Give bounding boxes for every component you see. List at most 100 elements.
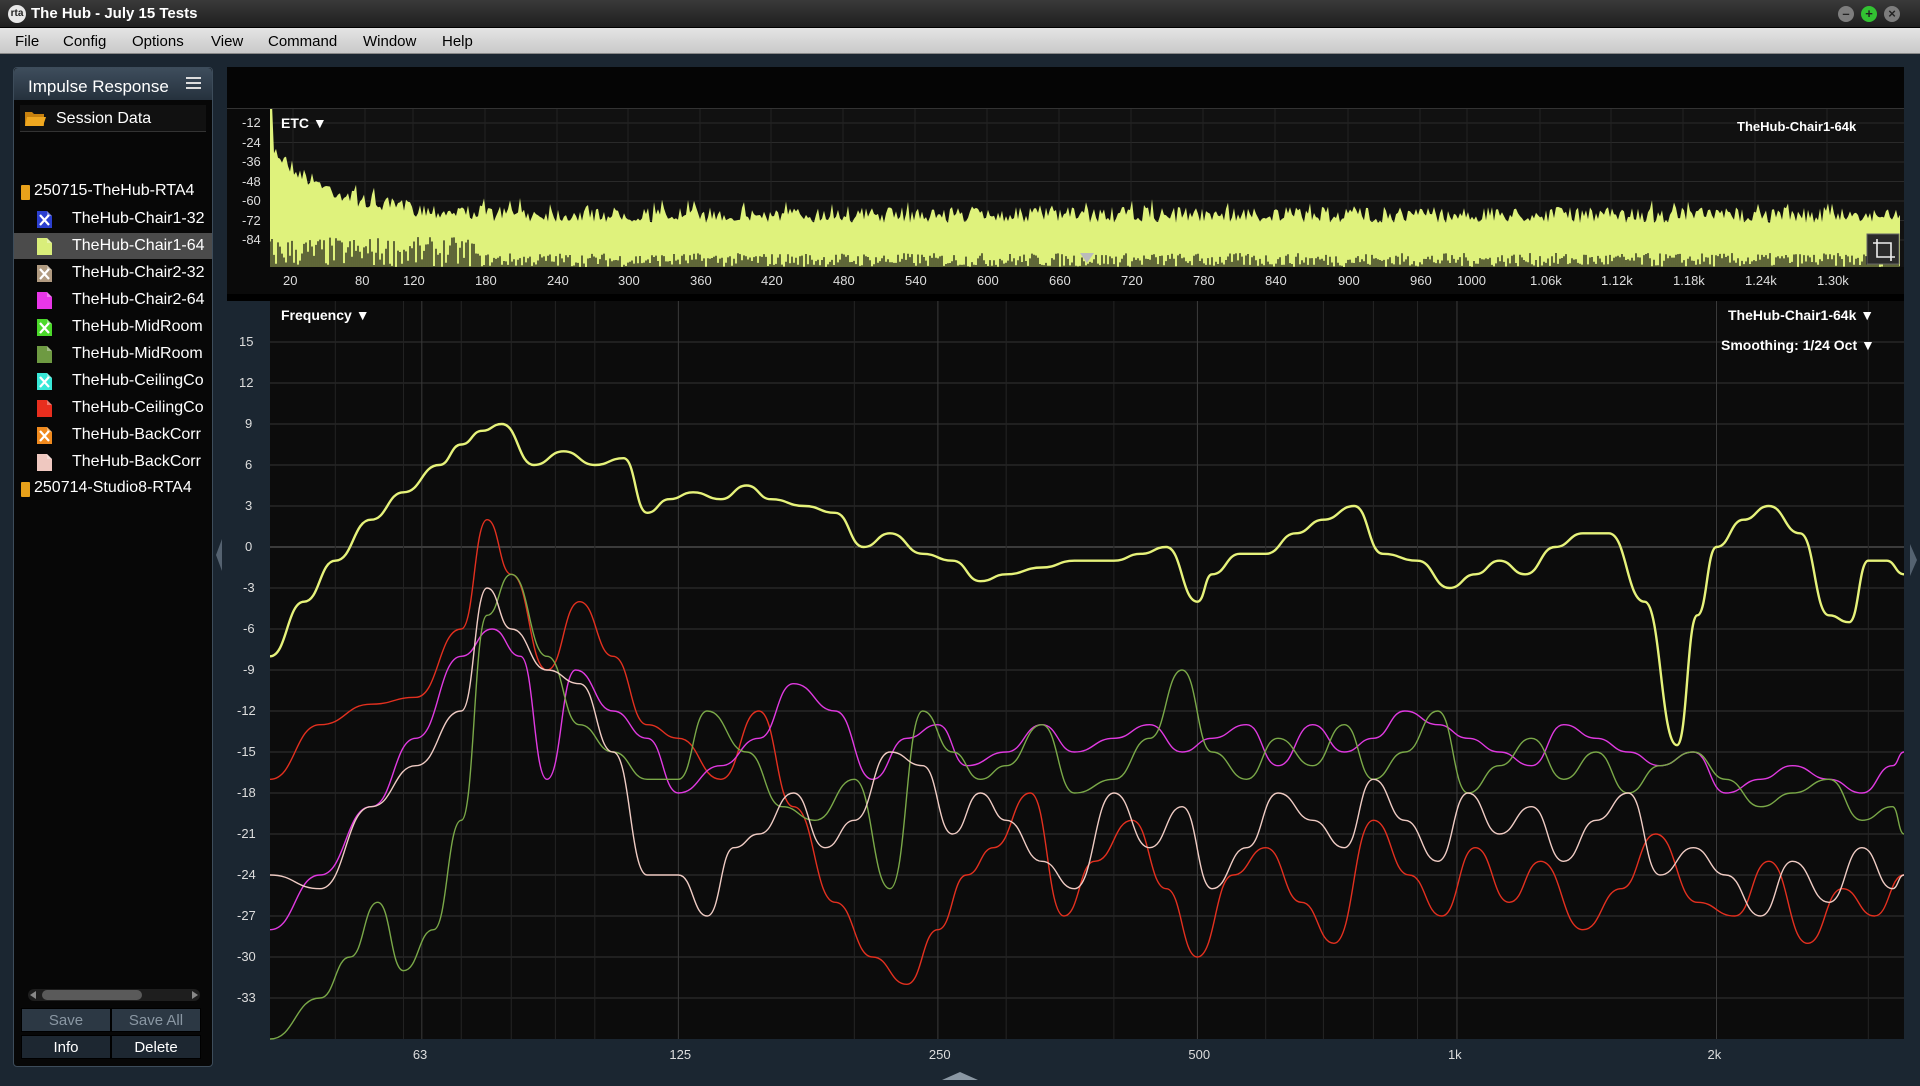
menu-help[interactable]: Help [442,33,473,50]
frequency-y-tick: -27 [237,908,256,923]
measurement-file-icon[interactable] [36,237,53,256]
measurement-item[interactable]: TheHub-BackCorr [14,422,212,448]
frequency-y-tick: 15 [239,334,254,349]
panel-menu-icon[interactable] [186,77,201,90]
etc-x-tick: 1.06k [1530,273,1562,288]
folder-label: 250715-TheHub-RTA4 [34,182,195,199]
folder-open-icon [25,112,46,126]
minimize-button[interactable]: – [1838,6,1854,22]
smoothing-dropdown[interactable]: Smoothing: 1/24 Oct ▼ [1721,337,1875,353]
frequency-y-tick: -30 [237,949,256,964]
etc-mode-dropdown[interactable]: ETC ▼ [281,115,327,131]
frequency-y-tick: 12 [239,375,254,390]
session-folder[interactable]: 250714-Studio8-RTA4 [14,475,212,501]
measurement-label: TheHub-MidRoom [72,318,203,335]
menu-config[interactable]: Config [63,33,107,50]
etc-x-tick: 600 [977,273,999,288]
measurement-excluded-icon[interactable] [36,318,53,337]
maximize-button[interactable]: + [1861,6,1877,22]
frequency-y-tick: -18 [237,785,256,800]
menu-file[interactable]: File [15,33,40,50]
frequency-y-tick: -6 [243,621,255,636]
measurement-item[interactable]: TheHub-CeilingCo [14,368,212,394]
frequency-y-tick: 0 [245,539,253,554]
measurement-label: TheHub-BackCorr [72,453,201,470]
measurement-item[interactable]: TheHub-MidRoom [14,341,212,367]
frequency-y-tick: -21 [237,826,256,841]
measurement-file-icon[interactable] [36,345,53,364]
measurement-item[interactable]: TheHub-BackCorr [14,449,212,475]
session-folder[interactable]: 250715-TheHub-RTA4 [14,178,212,204]
frequency-plot[interactable] [227,301,1904,1067]
measurement-label: TheHub-Chair1-64 [72,237,205,254]
measurement-item[interactable]: TheHub-Chair2-64 [14,287,212,313]
measurement-excluded-icon[interactable] [36,210,53,229]
etc-x-tick: 960 [1410,273,1432,288]
measurement-label: TheHub-Chair2-64 [72,291,205,308]
session-data-row[interactable] [20,105,206,132]
etc-x-tick: 240 [547,273,569,288]
etc-y-tick: -24 [242,134,261,150]
frequency-x-tick: 250 [928,1047,951,1062]
series-line-thehub-backcorr [269,587,1904,917]
series-line-thehub-chair1-64k [269,422,1904,747]
etc-x-tick: 1000 [1457,273,1486,288]
expand-right-panel-handle[interactable] [1908,540,1918,580]
measurement-label: TheHub-BackCorr [72,426,201,443]
measurement-label: TheHub-Chair1-32 [72,210,205,227]
collapse-sidebar-handle[interactable] [215,535,223,575]
folder-icon [21,185,30,200]
etc-x-tick: 1.12k [1601,273,1633,288]
plot-area: ETC ▼ TheHub-Chair1-64k -12 -24 -36 -48 -60-… [227,67,1904,1067]
measurement-excluded-icon[interactable] [36,264,53,283]
app-logo-icon: rta [8,5,26,23]
save-all-button[interactable]: Save All [111,1008,201,1032]
menu-window[interactable]: Window [363,33,417,50]
window-title: The Hub - July 15 Tests [31,5,198,22]
measurement-item[interactable]: TheHub-CeilingCo [14,395,212,421]
frequency-y-tick: 9 [245,416,253,431]
etc-marker-handle[interactable] [1080,253,1094,263]
info-button[interactable]: Info [21,1035,111,1059]
etc-x-tick: 660 [1049,273,1071,288]
frequency-y-tick: -3 [243,580,255,595]
close-button[interactable]: × [1884,6,1900,22]
series-line-thehub-chair2-64 [269,628,1904,931]
menu-view[interactable]: View [211,33,244,50]
etc-x-tick: 540 [905,273,927,288]
menu-command[interactable]: Command [268,33,338,50]
etc-x-tick: 840 [1265,273,1287,288]
frequency-x-tick: 125 [669,1047,692,1062]
measurement-file-icon[interactable] [36,399,53,418]
plot-toolbar-strip [227,67,1904,109]
measurement-excluded-icon[interactable] [36,372,53,391]
etc-x-tick: 1.24k [1745,273,1777,288]
expand-bottom-panel-handle[interactable] [940,1068,980,1080]
horizontal-scrollbar[interactable] [28,988,200,1002]
measurement-item[interactable]: TheHub-Chair1-64 [14,233,212,259]
measurement-file-icon[interactable] [36,291,53,310]
frequency-trace-dropdown[interactable]: TheHub-Chair1-64k ▼ [1728,307,1875,323]
delete-button[interactable]: Delete [111,1035,201,1059]
frequency-y-tick: -12 [237,703,256,718]
etc-x-tick: 1.18k [1673,273,1705,288]
title-bar: rta The Hub - July 15 Tests – + × [0,0,1920,28]
etc-plot[interactable] [227,109,1904,294]
etc-x-tick: 900 [1338,273,1360,288]
measurement-item[interactable]: TheHub-Chair1-32 [14,206,212,232]
measurement-item[interactable]: TheHub-MidRoom [14,314,212,340]
etc-x-tick: 120 [403,273,425,288]
measurement-excluded-icon[interactable] [36,426,53,445]
frequency-y-tick: -33 [237,990,256,1005]
frequency-y-tick: -24 [237,867,256,882]
frequency-x-tick: 1k [1447,1047,1462,1062]
crop-icon[interactable] [1866,233,1900,265]
frequency-y-tick: -9 [243,662,255,677]
save-button[interactable]: Save [21,1008,111,1032]
measurement-file-icon[interactable] [36,453,53,472]
measurement-item[interactable]: TheHub-Chair2-32 [14,260,212,286]
frequency-mode-dropdown[interactable]: Frequency ▼ [281,307,370,323]
menu-options[interactable]: Options [132,33,184,50]
etc-x-tick: 180 [475,273,497,288]
frequency-x-tick: 63 [412,1047,428,1062]
